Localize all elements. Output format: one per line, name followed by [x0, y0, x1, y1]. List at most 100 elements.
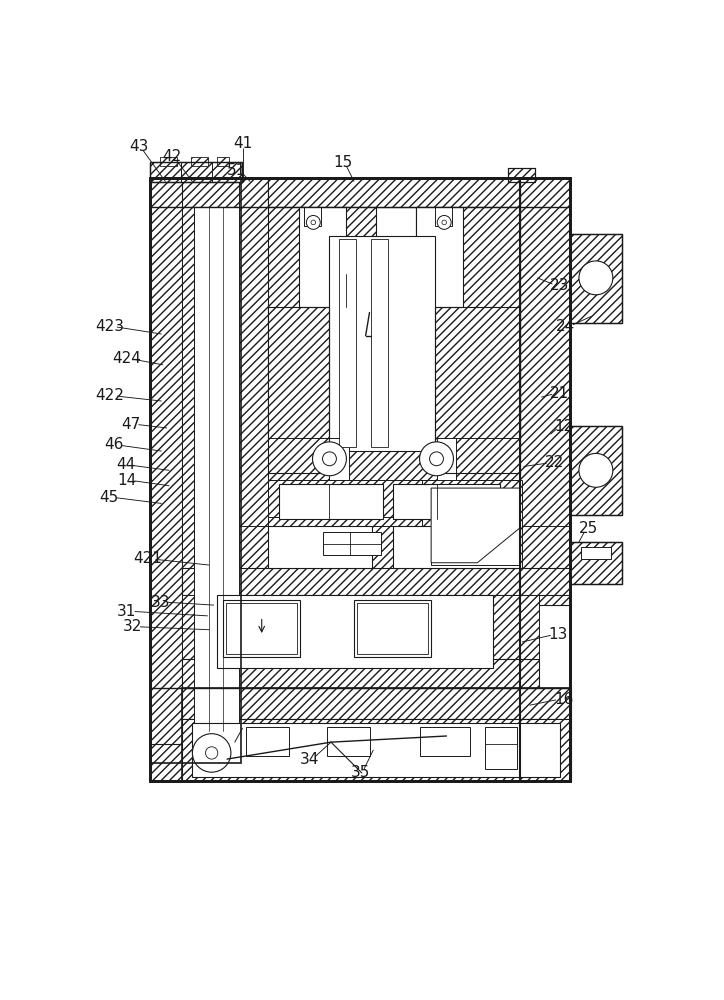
Bar: [268, 307, 329, 473]
Text: 31: 31: [117, 604, 137, 619]
Bar: [329, 235, 435, 451]
Bar: [227, 603, 297, 654]
Bar: [150, 178, 241, 763]
Bar: [570, 426, 622, 515]
Bar: [194, 207, 239, 731]
Bar: [150, 178, 570, 207]
Bar: [182, 719, 571, 781]
Bar: [182, 568, 570, 595]
Bar: [268, 178, 520, 207]
Text: 16: 16: [554, 692, 573, 707]
Bar: [416, 207, 463, 307]
Bar: [520, 178, 570, 605]
Text: 33: 33: [151, 595, 170, 610]
Bar: [416, 207, 520, 438]
Circle shape: [579, 453, 613, 487]
Bar: [268, 178, 318, 207]
Polygon shape: [431, 488, 520, 563]
Text: 422: 422: [95, 388, 124, 403]
Bar: [182, 595, 217, 668]
Bar: [435, 307, 520, 473]
Bar: [217, 595, 493, 668]
Text: 12: 12: [554, 419, 573, 434]
Text: 41: 41: [234, 136, 253, 151]
Bar: [239, 526, 570, 572]
Bar: [268, 307, 329, 473]
Bar: [431, 488, 520, 565]
Bar: [160, 157, 177, 166]
Text: 46: 46: [104, 437, 124, 452]
Bar: [422, 480, 522, 573]
Bar: [223, 600, 300, 657]
Text: 424: 424: [112, 351, 141, 366]
Bar: [435, 207, 452, 226]
Bar: [437, 438, 455, 480]
Bar: [268, 438, 520, 480]
Text: 51: 51: [227, 163, 246, 178]
Bar: [182, 207, 194, 731]
Bar: [327, 727, 369, 756]
Text: 423: 423: [95, 319, 124, 334]
Circle shape: [306, 215, 320, 229]
Bar: [182, 688, 571, 719]
Bar: [570, 234, 622, 323]
Bar: [392, 484, 500, 519]
Bar: [304, 207, 321, 226]
Circle shape: [193, 734, 231, 772]
Bar: [420, 727, 470, 756]
Bar: [268, 480, 520, 523]
Bar: [279, 484, 384, 519]
Text: 15: 15: [333, 155, 352, 170]
Text: 45: 45: [100, 490, 119, 505]
Bar: [239, 178, 268, 763]
Bar: [357, 603, 428, 654]
Bar: [581, 547, 610, 559]
Bar: [371, 239, 388, 447]
Text: 43: 43: [129, 139, 148, 154]
Text: 25: 25: [579, 521, 599, 536]
Circle shape: [579, 261, 613, 295]
Bar: [299, 207, 346, 307]
Bar: [150, 178, 182, 759]
Bar: [339, 239, 355, 447]
Text: 35: 35: [350, 765, 370, 780]
Bar: [182, 659, 539, 688]
Text: 14: 14: [117, 473, 137, 488]
Bar: [570, 234, 622, 323]
Bar: [150, 744, 558, 781]
Circle shape: [429, 452, 443, 466]
Bar: [324, 532, 381, 555]
Bar: [435, 307, 520, 473]
Bar: [570, 542, 622, 584]
Circle shape: [437, 215, 451, 229]
Text: 22: 22: [544, 455, 564, 470]
Text: 21: 21: [550, 386, 569, 401]
Bar: [150, 162, 243, 182]
Text: 24: 24: [556, 319, 576, 334]
Bar: [268, 517, 520, 526]
Bar: [268, 207, 376, 438]
Text: 34: 34: [300, 752, 319, 767]
Circle shape: [442, 220, 447, 225]
Text: 42: 42: [162, 149, 181, 164]
Bar: [268, 526, 372, 568]
Text: 32: 32: [122, 619, 142, 634]
Text: 421: 421: [133, 551, 162, 566]
Bar: [508, 168, 535, 182]
Bar: [246, 727, 289, 756]
Circle shape: [311, 220, 316, 225]
Circle shape: [420, 442, 453, 476]
Bar: [570, 542, 622, 584]
Text: 13: 13: [549, 627, 568, 642]
Bar: [329, 438, 349, 480]
Bar: [392, 526, 520, 568]
Circle shape: [322, 452, 337, 466]
Bar: [485, 727, 518, 769]
Circle shape: [206, 747, 218, 759]
Text: 44: 44: [116, 457, 135, 472]
Bar: [354, 600, 431, 657]
Bar: [150, 178, 570, 781]
Bar: [150, 178, 570, 781]
Bar: [570, 426, 622, 515]
Bar: [217, 157, 229, 166]
